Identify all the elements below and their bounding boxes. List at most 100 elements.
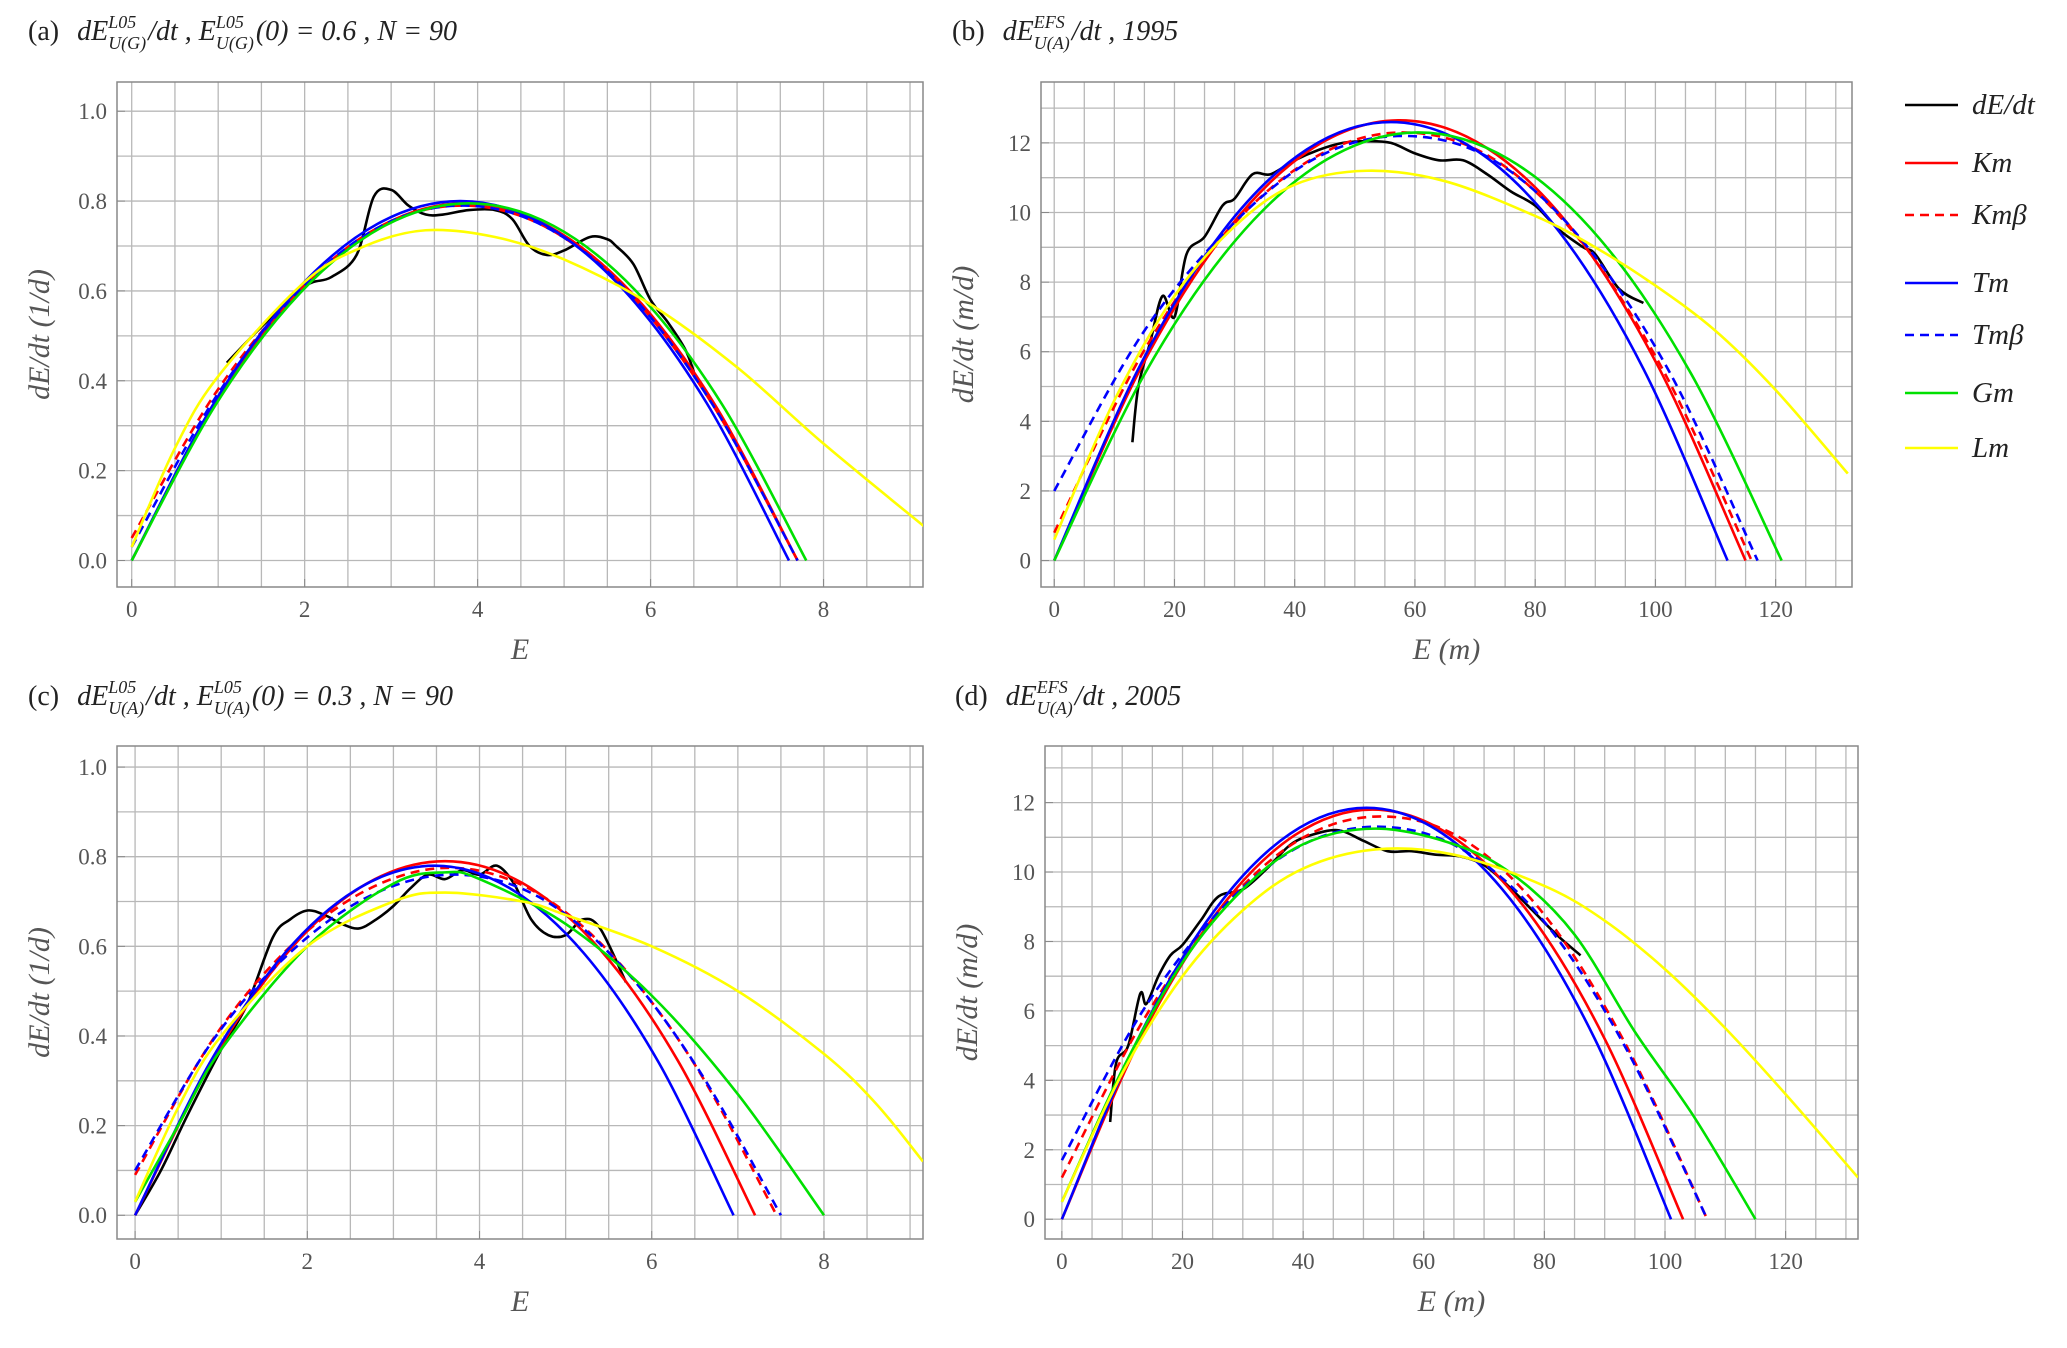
plot-frame [116, 745, 924, 1240]
series-line [1053, 120, 1729, 562]
series-group [130, 187, 923, 562]
x-axis-label: E (m) [1412, 633, 1480, 666]
title-sub: U(A) [1037, 698, 1073, 719]
x-tick-label: 4 [472, 597, 484, 622]
x-tick-label: 120 [1768, 1249, 1803, 1274]
series-line [1053, 134, 1759, 562]
x-tick-label: 2 [302, 1249, 314, 1274]
x-tick-label: 6 [645, 597, 657, 622]
y-tick-label: 1.0 [78, 99, 107, 124]
x-axis-label: E [510, 633, 529, 666]
title-text: dE [77, 681, 108, 712]
legend-label: Km [1971, 147, 2012, 179]
legend-label: Lm [1971, 432, 2009, 464]
series-line [1053, 118, 1747, 562]
series-line [225, 187, 696, 373]
panel-label: (b) [952, 16, 985, 47]
title-sub: U(A) [108, 698, 144, 719]
plot-frame [116, 81, 924, 588]
title-text: (0) = 0.3 , N = 90 [252, 681, 453, 712]
legend-label: Kmβ [1971, 199, 2027, 231]
y-tick-label: 0.8 [78, 189, 107, 214]
y-tick-label: 0.4 [78, 1024, 107, 1049]
plot-frame [1040, 81, 1853, 588]
title-text: /dt , 2005 [1073, 681, 1182, 712]
panel-label: (d) [955, 681, 988, 712]
series-line [133, 864, 628, 1216]
title-text: dE [1006, 681, 1037, 712]
series-line [1053, 169, 1849, 541]
x-tick-label: 8 [818, 1249, 830, 1274]
panel-label: (a) [28, 16, 59, 47]
title-sub: U(A) [1034, 33, 1070, 54]
legend-label: dE/dt [1972, 89, 2036, 121]
series-group [1060, 806, 1858, 1220]
y-tick-label: 6 [1024, 999, 1036, 1024]
series-line [1131, 139, 1645, 443]
x-axis-label: E (m) [1417, 1285, 1485, 1318]
title-sup: L05 [107, 12, 136, 32]
series-line [133, 866, 778, 1216]
title-sup: L05 [107, 677, 136, 697]
x-tick-label: 60 [1412, 1249, 1435, 1274]
legend-label: Gm [1972, 377, 2014, 409]
x-tick-label: 120 [1758, 597, 1793, 622]
y-tick-label: 4 [1020, 409, 1032, 434]
series-line [1060, 808, 1685, 1220]
y-axis-label: dE/dt (m/d) [951, 924, 984, 1061]
y-axis-label: dE/dt (1/d) [23, 927, 56, 1058]
y-tick-label: 8 [1020, 270, 1032, 295]
x-tick-label: 80 [1524, 597, 1547, 622]
series-line [1060, 827, 1757, 1220]
series-group [133, 859, 923, 1217]
series-line [1060, 847, 1858, 1203]
y-tick-label: 0.2 [78, 459, 107, 484]
title-text: (0) = 0.6 , N = 90 [256, 16, 457, 47]
y-tick-label: 0.4 [78, 369, 107, 394]
y-tick-label: 2 [1024, 1138, 1036, 1163]
x-tick-label: 40 [1292, 1249, 1315, 1274]
x-tick-label: 80 [1533, 1249, 1556, 1274]
y-tick-label: 8 [1024, 929, 1036, 954]
y-tick-label: 0 [1020, 549, 1032, 574]
series-line [1053, 131, 1783, 562]
y-axis-label: dE/dt (m/d) [947, 266, 980, 403]
title-text: /dt , E [144, 681, 214, 712]
series-line [1060, 815, 1709, 1220]
series-line [133, 873, 783, 1216]
title-sup: EFS [1033, 12, 1065, 32]
panel-label: (c) [28, 681, 59, 712]
y-tick-label: 6 [1020, 340, 1032, 365]
y-tick-label: 10 [1012, 860, 1035, 885]
x-tick-label: 0 [1056, 1249, 1068, 1274]
series-group [1053, 118, 1849, 562]
y-tick-label: 12 [1008, 131, 1031, 156]
y-tick-label: 0.0 [78, 548, 107, 573]
x-axis-label: E [510, 1285, 529, 1318]
x-tick-label: 40 [1283, 597, 1306, 622]
x-tick-label: 100 [1638, 597, 1673, 622]
x-tick-label: 6 [646, 1249, 658, 1274]
series-line [130, 204, 799, 562]
legend-label: Tm [1972, 267, 2009, 299]
series-line [130, 202, 808, 562]
x-tick-label: 60 [1403, 597, 1426, 622]
y-tick-label: 0.6 [78, 934, 107, 959]
x-tick-label: 100 [1648, 1249, 1683, 1274]
title-text: dE [1003, 16, 1034, 47]
x-tick-label: 20 [1163, 597, 1186, 622]
x-tick-label: 20 [1171, 1249, 1194, 1274]
y-tick-label: 0.8 [78, 845, 107, 870]
plot-frame [1044, 745, 1859, 1240]
y-tick-label: 10 [1008, 201, 1031, 226]
y-tick-label: 4 [1024, 1068, 1036, 1093]
title-sub: U(A) [214, 698, 250, 719]
y-tick-label: 1.0 [78, 755, 107, 780]
y-tick-label: 0 [1024, 1207, 1036, 1232]
x-tick-label: 8 [818, 597, 830, 622]
x-tick-label: 2 [299, 597, 311, 622]
y-tick-label: 12 [1012, 791, 1035, 816]
title-sub: U(G) [216, 33, 254, 54]
